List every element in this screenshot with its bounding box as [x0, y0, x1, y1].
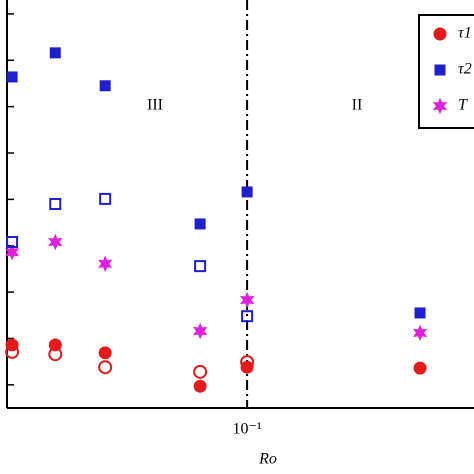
legend-label: τ1 — [458, 25, 472, 42]
point — [192, 322, 208, 340]
point — [194, 260, 207, 273]
point — [48, 347, 63, 362]
point — [5, 344, 20, 359]
point — [193, 379, 207, 393]
point — [414, 307, 426, 319]
x-axis-label: Ro — [258, 451, 277, 468]
point — [98, 346, 112, 360]
point — [48, 233, 63, 251]
region-label: II — [352, 97, 363, 114]
legend-label: T — [458, 97, 468, 114]
point — [239, 291, 255, 309]
x-tick-label: 10⁻¹ — [232, 421, 261, 438]
point — [240, 355, 255, 370]
point — [193, 364, 208, 379]
point — [434, 64, 446, 76]
point — [413, 361, 427, 375]
legend-box — [418, 14, 474, 129]
point — [433, 27, 447, 41]
point — [49, 198, 62, 210]
point — [99, 80, 111, 92]
point — [98, 360, 113, 375]
point — [99, 192, 112, 205]
point — [432, 97, 448, 115]
point — [6, 71, 18, 83]
point — [4, 243, 20, 261]
region-label: III — [147, 97, 163, 114]
point — [194, 218, 206, 230]
point — [6, 236, 19, 249]
point — [49, 47, 61, 59]
point — [98, 255, 113, 273]
legend-label: τ2 — [458, 61, 472, 78]
point — [241, 186, 253, 198]
point — [412, 324, 428, 342]
point — [241, 310, 254, 323]
